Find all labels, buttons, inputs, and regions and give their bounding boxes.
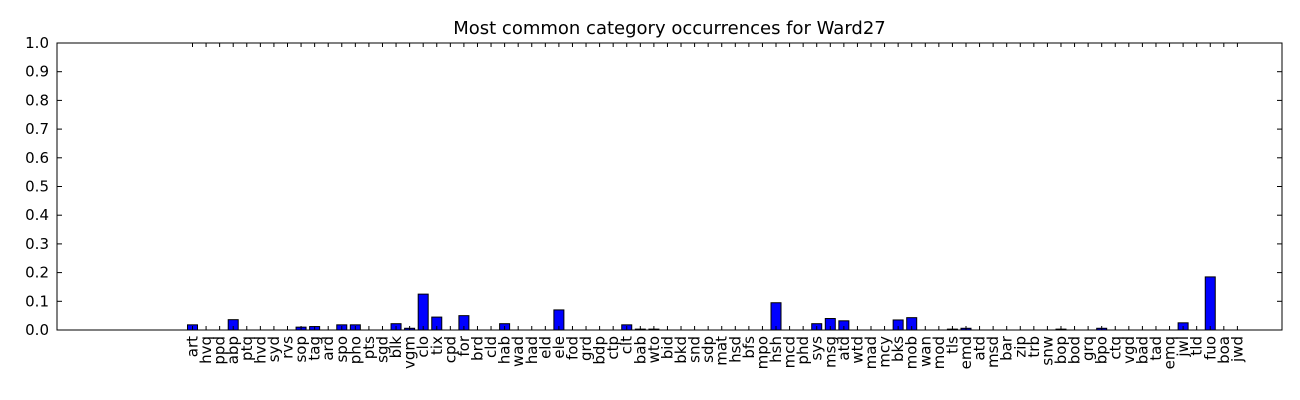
x-tick-label: bkd bbox=[672, 336, 690, 364]
x-tick-label: clt bbox=[618, 336, 636, 354]
x-tick-label: had bbox=[523, 336, 541, 364]
x-tick-label: boa bbox=[1215, 336, 1233, 364]
x-tick-label: mcd bbox=[781, 336, 799, 368]
x-tick-label: syd bbox=[265, 336, 283, 362]
bars-layer bbox=[187, 276, 1216, 331]
x-tick-label: wtd bbox=[848, 336, 866, 364]
x-tick-label: tag bbox=[306, 336, 324, 361]
x-tick-label: art bbox=[184, 336, 202, 357]
y-tick-label: 0.4 bbox=[25, 206, 49, 224]
x-tick-label: hvd bbox=[251, 336, 269, 364]
x-tick-label: ctq bbox=[1106, 336, 1124, 360]
x-tick-label: atd bbox=[971, 336, 989, 361]
bar-clo bbox=[417, 293, 429, 331]
x-tick-label: blk bbox=[387, 336, 405, 359]
x-tick-label: snd bbox=[686, 336, 704, 363]
x-tick-label: sys bbox=[808, 336, 826, 361]
y-tick-label: 1.0 bbox=[25, 34, 49, 52]
y-tick-label: 0.0 bbox=[25, 321, 49, 339]
x-tick-label: tix bbox=[428, 336, 446, 355]
x-tick-label: bad bbox=[1133, 336, 1151, 364]
x-tick-label: ppd bbox=[211, 336, 229, 365]
x-tick-label: bfs bbox=[740, 336, 758, 359]
x-tick-label: pts bbox=[360, 336, 378, 359]
x-tick-label: snw bbox=[1038, 336, 1056, 366]
x-tick-label: mat bbox=[713, 336, 731, 366]
x-tick-label: wad bbox=[509, 336, 527, 367]
x-tick-label: bks bbox=[889, 336, 907, 362]
x-tick-label: hab bbox=[496, 336, 514, 364]
y-tick-label: 0.6 bbox=[25, 149, 49, 167]
x-tick-label: mob bbox=[903, 336, 921, 369]
x-tick-label: emd bbox=[957, 336, 975, 369]
x-tick-label: mad bbox=[862, 336, 880, 369]
x-tick-label: sop bbox=[292, 336, 310, 363]
x-tick-label: ptq bbox=[238, 336, 256, 361]
x-tick-label: fuo bbox=[1201, 336, 1219, 360]
x-tick-label: jwd bbox=[1228, 336, 1246, 363]
x-tick-label: jwl bbox=[1174, 336, 1192, 358]
x-tick-label: brd bbox=[468, 336, 486, 361]
x-tick-label: msg bbox=[821, 336, 839, 368]
x-tick-label: bpo bbox=[1093, 336, 1111, 364]
x-tick-label: bar bbox=[998, 335, 1016, 361]
y-tick-label: 0.7 bbox=[25, 120, 49, 138]
y-tick-label: 0.5 bbox=[25, 178, 49, 196]
x-tick-label: hsh bbox=[767, 336, 785, 363]
chart-title: Most common category occurrences for War… bbox=[453, 18, 886, 39]
x-tick-label: tad bbox=[1147, 336, 1165, 361]
x-tick-label: atd bbox=[835, 336, 853, 361]
x-tick-label: ard bbox=[319, 336, 337, 361]
x-tick-label: zip bbox=[1011, 336, 1029, 358]
plot-frame bbox=[56, 42, 1283, 331]
x-tick-label: phd bbox=[794, 336, 812, 365]
x-tick-label: tld bbox=[1188, 336, 1206, 356]
x-tick-label: bdp bbox=[591, 336, 609, 365]
x-tick-label: for bbox=[455, 335, 473, 356]
y-tick-label: 0.8 bbox=[25, 91, 49, 109]
x-tick-label: wto bbox=[645, 336, 663, 363]
ticks-layer: 0.00.10.20.30.40.50.60.70.80.91.0arthvqp… bbox=[25, 34, 1282, 369]
x-tick-label: emq bbox=[1161, 336, 1179, 369]
x-tick-label: bab bbox=[631, 336, 649, 364]
x-tick-label: pho bbox=[346, 336, 364, 364]
y-tick-label: 0.1 bbox=[25, 292, 49, 310]
x-tick-label: bid bbox=[658, 336, 676, 359]
x-tick-label: abp bbox=[224, 336, 242, 364]
y-tick-label: 0.9 bbox=[25, 63, 49, 81]
x-tick-label: ctp bbox=[604, 336, 622, 360]
x-tick-label: vgm bbox=[401, 336, 419, 369]
x-tick-label: bop bbox=[1052, 336, 1070, 364]
x-tick-label: cpd bbox=[441, 336, 459, 363]
x-tick-label: cld bbox=[482, 336, 500, 358]
x-tick-label: sdp bbox=[699, 336, 717, 363]
x-tick-label: eld bbox=[536, 336, 554, 359]
x-tick-label: mpo bbox=[753, 336, 771, 369]
y-tick-label: 0.3 bbox=[25, 235, 49, 253]
x-tick-label: wan bbox=[916, 336, 934, 367]
x-tick-label: hsd bbox=[726, 336, 744, 363]
x-tick-label: grq bbox=[1079, 336, 1097, 361]
x-tick-label: mcy bbox=[876, 336, 894, 368]
x-tick-label: ele bbox=[550, 336, 568, 359]
x-tick-label: hvq bbox=[197, 336, 215, 364]
x-tick-label: tls bbox=[943, 336, 961, 354]
x-tick-label: rvs bbox=[278, 336, 296, 359]
x-tick-label: vgd bbox=[1120, 336, 1138, 364]
x-tick-label: sgd bbox=[373, 336, 391, 363]
x-tick-label: mod bbox=[930, 336, 948, 369]
bar-hsh bbox=[770, 302, 782, 331]
x-tick-label: spo bbox=[333, 336, 351, 363]
x-tick-label: msd bbox=[984, 336, 1002, 368]
x-tick-label: grd bbox=[577, 336, 595, 361]
x-tick-label: trb bbox=[1025, 336, 1043, 358]
x-tick-label: clo bbox=[414, 336, 432, 358]
x-tick-label: bod bbox=[1066, 336, 1084, 364]
y-tick-label: 0.2 bbox=[25, 264, 49, 282]
bar-fuo bbox=[1204, 276, 1216, 331]
x-tick-label: fod bbox=[563, 336, 581, 360]
